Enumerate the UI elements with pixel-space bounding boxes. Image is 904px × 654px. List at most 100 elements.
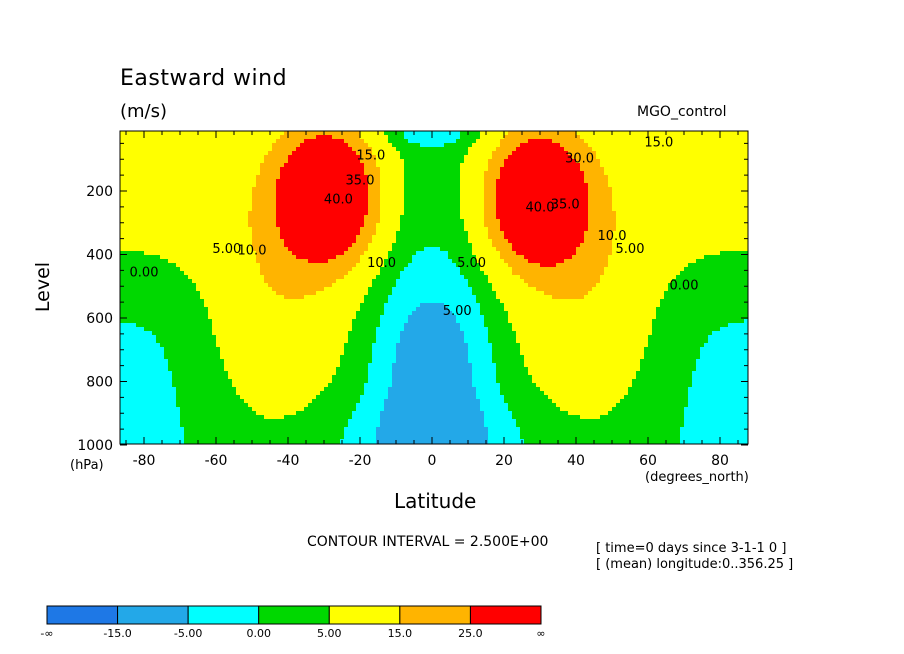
contour-cell (292, 151, 297, 156)
contour-cell (336, 255, 341, 260)
contour-cell (364, 203, 369, 208)
contour-cell (516, 191, 521, 196)
contour-cell (504, 219, 509, 224)
contour-cell (124, 163, 129, 168)
contour-cell (144, 139, 149, 144)
contour-cell (536, 151, 541, 156)
contour-cell (148, 251, 153, 256)
contour-cell (672, 175, 677, 180)
contour-cell (448, 159, 453, 164)
contour-cell (516, 235, 521, 240)
contour-cell (372, 155, 377, 160)
contour-cell (224, 219, 229, 224)
contour-cell (520, 139, 525, 144)
contour-cell (328, 131, 333, 136)
contour-cell (544, 179, 549, 184)
contour-cell (212, 159, 217, 164)
contour-cell (240, 135, 245, 140)
contour-cell (136, 251, 141, 256)
contour-cell (388, 139, 393, 144)
contour-cell (284, 243, 289, 248)
contour-cell (160, 139, 165, 144)
contour-cell (140, 195, 145, 200)
contour-cell (400, 151, 405, 156)
contour-cell (728, 223, 733, 228)
contour-cell (432, 211, 437, 216)
contour-cell (480, 215, 485, 220)
contour-cell (120, 235, 125, 240)
contour-cell (444, 251, 449, 256)
contour-cell (420, 187, 425, 192)
contour-cell (704, 159, 709, 164)
contour-cell (592, 207, 597, 212)
contour-cell (156, 155, 161, 160)
contour-cell (460, 151, 465, 156)
contour-cell (536, 211, 541, 216)
contour-cell (572, 191, 577, 196)
contour-cell (492, 147, 497, 152)
contour-cell (532, 195, 537, 200)
contour-cell (676, 131, 681, 136)
contour-cell (680, 187, 685, 192)
contour-cell (536, 155, 541, 160)
contour-cell (272, 163, 277, 168)
contour-cell (616, 171, 621, 176)
contour-cell (332, 195, 337, 200)
contour-cell (536, 207, 541, 212)
contour-cell (448, 139, 453, 144)
contour-cell (468, 239, 473, 244)
contour-cell (292, 251, 297, 256)
contour-cell (124, 143, 129, 148)
contour-cell (692, 191, 697, 196)
contour-cell (224, 135, 229, 140)
contour-cell (236, 203, 241, 208)
contour-cell (468, 255, 473, 260)
contour-cell (260, 223, 265, 228)
contour-cell (648, 187, 653, 192)
contour-cell (208, 147, 213, 152)
contour-cell (740, 167, 745, 172)
contour-cell (196, 199, 201, 204)
contour-cell (372, 147, 377, 152)
contour-cell (280, 179, 285, 184)
contour-cell (556, 195, 561, 200)
contour-cell (636, 227, 641, 232)
contour-cell (320, 231, 325, 236)
contour-cell (396, 243, 401, 248)
contour-cell (636, 175, 641, 180)
contour-cell (240, 219, 245, 224)
contour-cell (712, 183, 717, 188)
contour-cell (420, 255, 425, 260)
contour-cell (676, 151, 681, 156)
contour-cell (560, 167, 565, 172)
contour-cell (552, 131, 557, 136)
contour-cell (428, 231, 433, 236)
contour-cell (584, 195, 589, 200)
contour-cell (572, 183, 577, 188)
contour-cell (728, 135, 733, 140)
contour-cell (656, 239, 661, 244)
contour-cell (352, 203, 357, 208)
contour-cell (612, 191, 617, 196)
contour-cell (404, 203, 409, 208)
contour-cell (716, 167, 721, 172)
contour-cell (240, 255, 245, 260)
contour-cell (580, 219, 585, 224)
contour-cell (688, 227, 693, 232)
contour-cell (152, 139, 157, 144)
contour-cell (132, 247, 137, 252)
contour-cell (608, 167, 613, 172)
contour-cell (680, 239, 685, 244)
contour-cell (376, 231, 381, 236)
contour-cell (472, 231, 477, 236)
contour-cell (664, 215, 669, 220)
contour-cell (644, 171, 649, 176)
contour-cell (232, 175, 237, 180)
contour-cell (180, 175, 185, 180)
contour-cell (460, 251, 465, 256)
contour-cell (124, 255, 129, 260)
contour-cell (308, 239, 313, 244)
contour-cell (612, 247, 617, 252)
contour-cell (224, 147, 229, 152)
contour-cell (596, 219, 601, 224)
